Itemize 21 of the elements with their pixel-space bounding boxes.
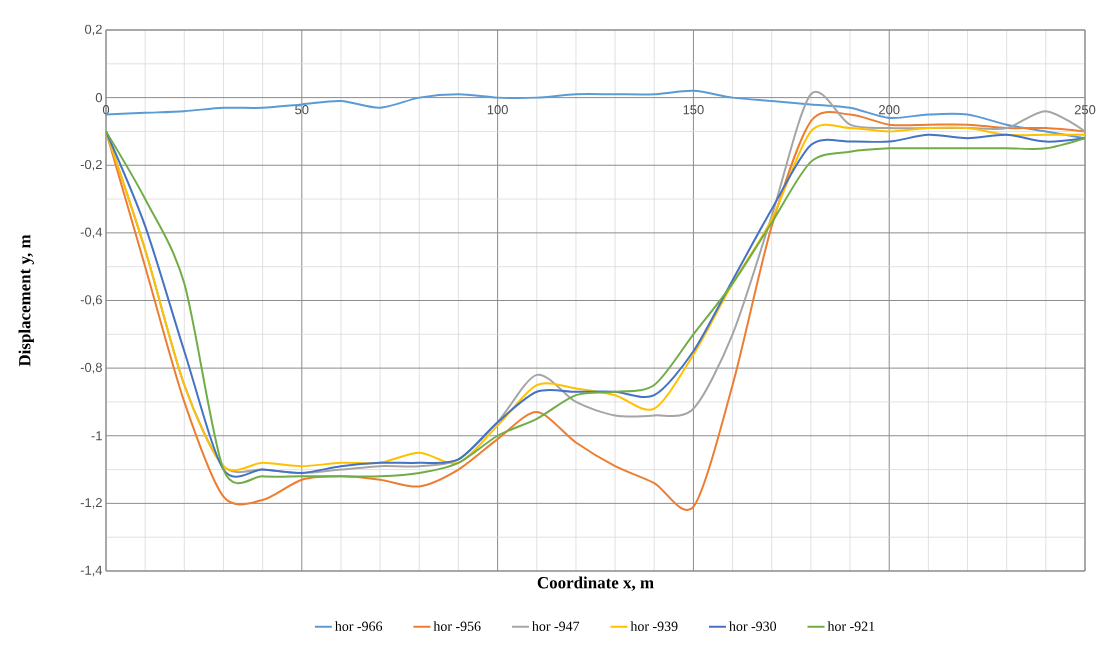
x-tick-label: 0 [102, 105, 110, 115]
y-tick-label: 0 [95, 93, 102, 103]
x-tick-label: 50 [295, 105, 309, 115]
y-tick-label: -0,6 [80, 295, 102, 306]
x-tick-label: 250 [1074, 105, 1096, 115]
legend-label: hor -930 [729, 621, 777, 631]
y-tick-label: -0,8 [80, 362, 102, 374]
y-axis-title: Displacement y, m [18, 234, 34, 367]
x-tick-label: 200 [879, 105, 900, 115]
y-tick-label: -1,2 [80, 498, 102, 509]
y-tick-label: -0,4 [80, 227, 103, 239]
legend-label: hor -939 [630, 621, 678, 631]
legend-label: hor -966 [335, 621, 383, 631]
x-axis-title: Coordinate x, m [537, 576, 654, 591]
legend-label: hor -921 [827, 621, 875, 631]
y-tick-label: -1,4 [80, 565, 103, 577]
y-tick-label: -0,2 [80, 159, 102, 171]
legend-label: hor -956 [433, 621, 481, 631]
y-tick-label: 0,2 [84, 24, 102, 36]
legend-label: hor -947 [532, 621, 580, 631]
y-tick-label: -1 [91, 431, 102, 441]
